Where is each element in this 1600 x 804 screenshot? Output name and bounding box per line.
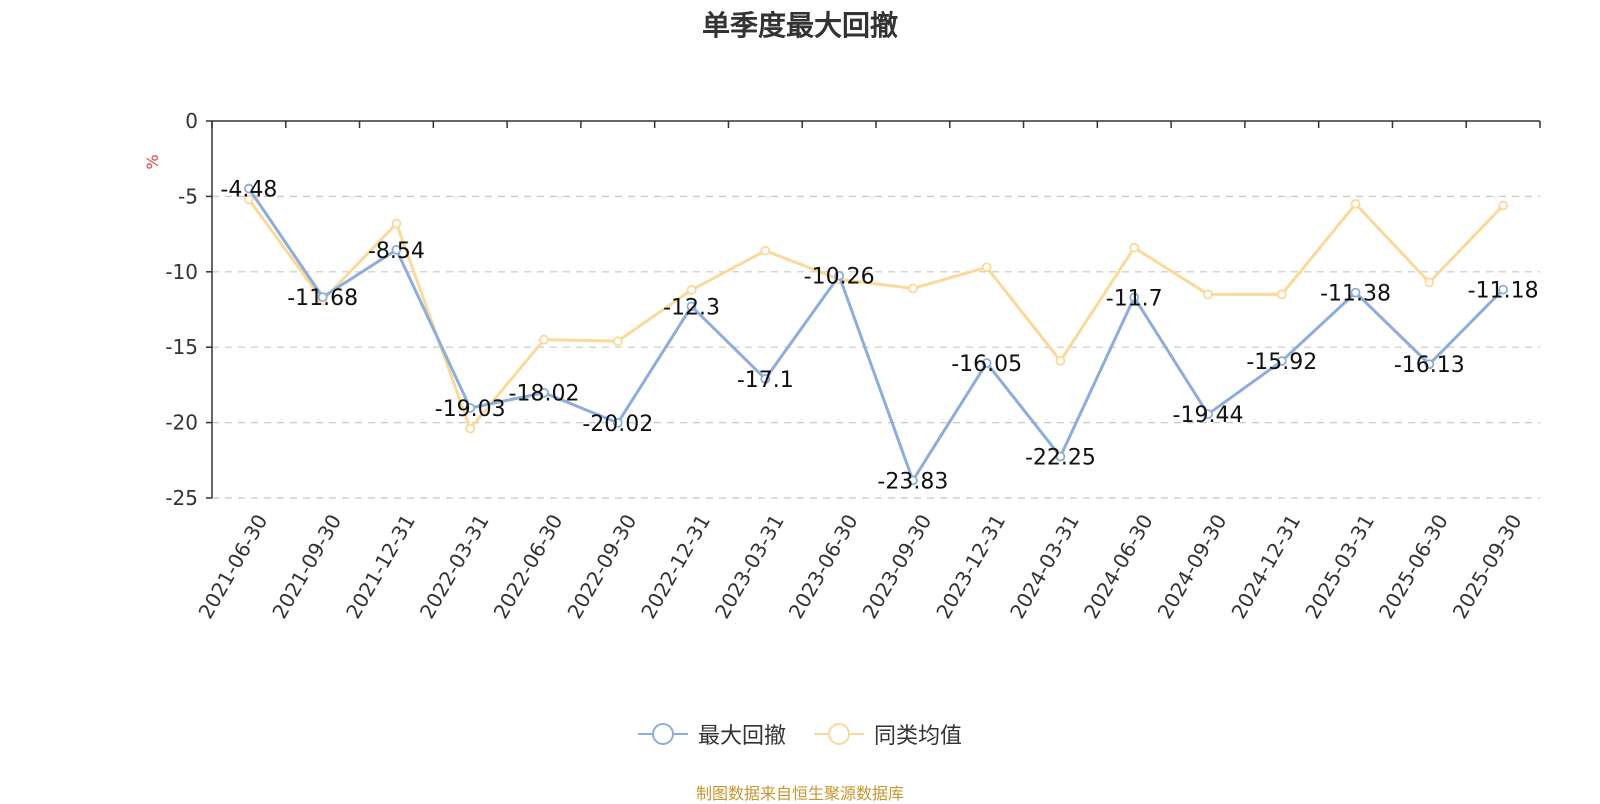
- data-labels: -4.48 -11.68 -8.54 -19.03-18.02-20.02 -12.3 -…: [220, 178, 1538, 495]
- legend-item-max-drawdown[interactable]: 最大回撤: [637, 718, 786, 750]
- y-tick-label: -5: [178, 184, 198, 208]
- data-label: -19.44: [1173, 403, 1244, 428]
- series-line-1: [247, 187, 1505, 482]
- x-tick-label: 2021-09-30: [267, 510, 346, 623]
- y-tick-label: -20: [165, 411, 198, 435]
- x-tick-label: 2021-06-30: [193, 510, 272, 623]
- y-tick-label: -15: [165, 335, 198, 359]
- y-tick-label: -10: [165, 260, 198, 284]
- chart-title: 单季度最大回撤: [701, 9, 898, 42]
- data-point-series-2[interactable]: [1350, 199, 1361, 209]
- data-source-footer: 制图数据来自恒生聚源数据库: [695, 784, 904, 803]
- data-point-series-2[interactable]: [981, 262, 992, 273]
- data-point-series-1[interactable]: [612, 418, 623, 428]
- data-label: -19.03: [435, 397, 506, 422]
- x-tick-label: 2025-03-31: [1300, 510, 1379, 623]
- data-point-series-1[interactable]: [1276, 356, 1287, 366]
- x-tick-label: 2024-09-30: [1153, 510, 1232, 623]
- legend-series2-icon: [814, 723, 864, 745]
- x-tick-label: 2022-03-31: [415, 510, 494, 623]
- data-label: -18.02: [509, 382, 580, 407]
- y-axis-unit: %: [143, 154, 162, 169]
- x-tick-label: 2023-12-31: [931, 510, 1010, 623]
- x-tick-label: 2024-06-30: [1079, 510, 1158, 623]
- x-tick-label: 2025-09-30: [1448, 510, 1527, 623]
- data-point-series-1[interactable]: [1350, 287, 1361, 298]
- data-point-series-2[interactable]: [465, 423, 476, 434]
- x-tick-label: 2021-12-31: [341, 510, 420, 623]
- data-point-series-1[interactable]: [1424, 359, 1435, 370]
- series-group: [243, 183, 1509, 486]
- data-point-series-2[interactable]: [612, 336, 623, 347]
- data-label: -17.1: [737, 368, 794, 393]
- axes: 0 -5 -10 -15 -20 -25% 2021-06-302021-09-302021…: [143, 109, 1541, 623]
- data-point-series-2[interactable]: [1203, 289, 1213, 300]
- data-point-series-1[interactable]: [1055, 451, 1066, 462]
- data-label: -23.83: [877, 469, 948, 494]
- x-tick-label: 2023-06-30: [784, 510, 863, 623]
- data-point-series-2[interactable]: [1129, 242, 1140, 253]
- data-point-series-2[interactable]: [539, 334, 549, 345]
- data-point-series-1[interactable]: [1203, 409, 1213, 420]
- legend-label-series1: 最大回撤: [697, 724, 786, 749]
- data-point-series-1[interactable]: [834, 270, 845, 281]
- data-label: -22.25: [1025, 446, 1096, 471]
- data-point-series-2[interactable]: [686, 284, 697, 295]
- data-point-series-1[interactable]: [317, 292, 328, 303]
- grid-lines: [212, 195, 1540, 499]
- data-label: -11.7: [1106, 286, 1163, 311]
- x-tick-label: 2024-12-31: [1226, 510, 1305, 623]
- data-point-series-2[interactable]: [760, 245, 771, 256]
- data-point-series-1[interactable]: [391, 244, 402, 255]
- data-point-series-1[interactable]: [760, 373, 771, 384]
- data-point-series-1[interactable]: [1129, 292, 1140, 303]
- data-point-series-1[interactable]: [686, 301, 697, 312]
- data-point-series-2[interactable]: [1055, 355, 1066, 366]
- x-tick-label: 2023-09-30: [857, 510, 936, 623]
- x-tick-label: 2022-09-30: [562, 510, 641, 623]
- data-label: -20.02: [582, 412, 653, 437]
- legend-series1-icon: [637, 723, 688, 745]
- data-label: -11.68: [287, 286, 358, 311]
- data-point-series-1[interactable]: [539, 387, 549, 398]
- data-label: -12.3: [663, 295, 720, 320]
- x-tick-label: 2022-06-30: [489, 510, 568, 623]
- data-point-series-2[interactable]: [907, 283, 918, 294]
- y-tick-label: 0: [185, 109, 198, 133]
- data-point-series-1[interactable]: [465, 403, 476, 413]
- data-point-series-2[interactable]: [243, 194, 254, 205]
- series-line-2: [247, 198, 1505, 431]
- data-point-series-1[interactable]: [243, 183, 254, 194]
- x-tick-label: 2023-03-31: [710, 510, 789, 623]
- x-tick-label: 2024-03-31: [1005, 510, 1084, 623]
- data-point-series-1[interactable]: [907, 475, 918, 486]
- data-label: -11.38: [1320, 282, 1391, 307]
- data-label: -16.05: [951, 352, 1022, 377]
- data-point-series-1[interactable]: [1498, 284, 1509, 295]
- legend-label-series2: 同类均值: [874, 724, 963, 749]
- data-point-series-2[interactable]: [1498, 200, 1509, 211]
- data-label: -16.13: [1394, 353, 1465, 378]
- data-point-series-2[interactable]: [1276, 289, 1287, 300]
- data-label: -15.92: [1246, 350, 1317, 375]
- data-label: -10.26: [804, 265, 875, 290]
- legend: 最大回撤 同类均值: [0, 718, 1600, 750]
- x-tick-label: 2022-12-31: [636, 510, 715, 623]
- data-point-series-2[interactable]: [1424, 277, 1435, 288]
- y-tick-label: -25: [165, 486, 198, 510]
- data-point-series-1[interactable]: [981, 358, 992, 368]
- data-point-series-2[interactable]: [391, 218, 402, 229]
- data-label: -4.48: [220, 178, 277, 203]
- legend-item-peer-average[interactable]: 同类均值: [814, 718, 962, 750]
- data-label: -11.18: [1468, 279, 1539, 304]
- data-label: -8.54: [368, 239, 425, 264]
- x-tick-label: 2025-06-30: [1374, 510, 1453, 623]
